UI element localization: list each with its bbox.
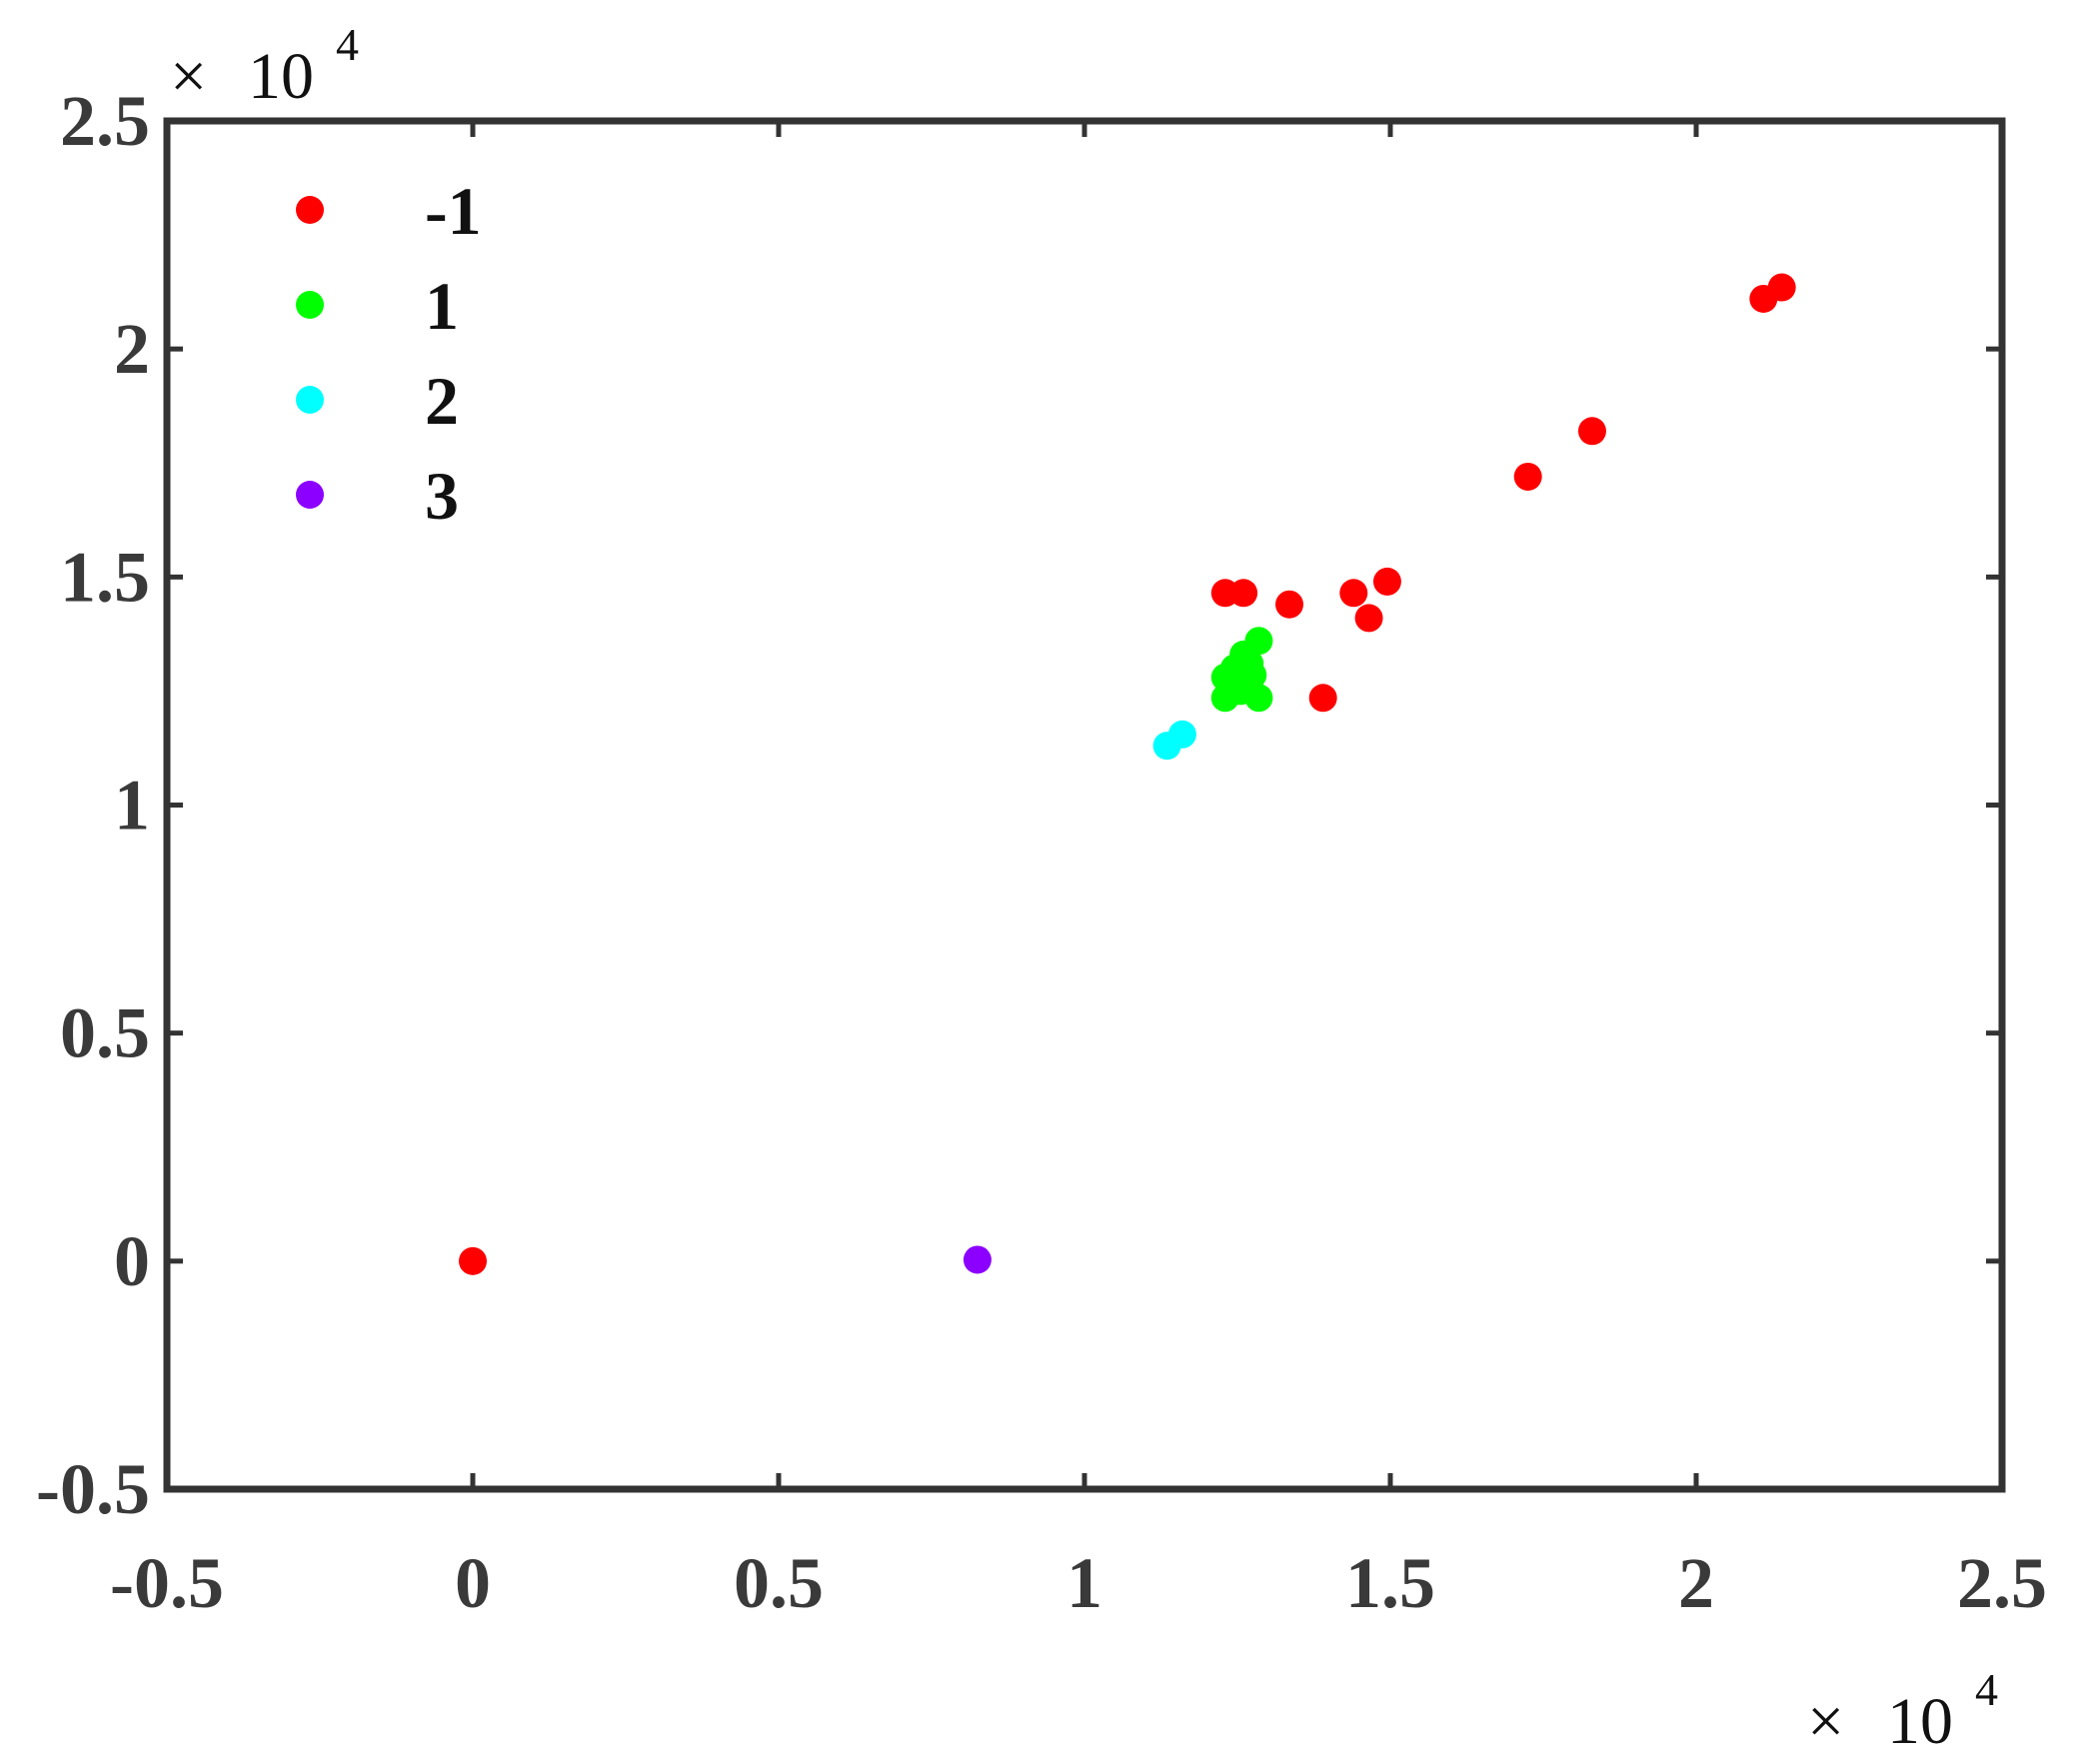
data-point — [1513, 462, 1542, 491]
x-multiplier-times: × — [1807, 1685, 1844, 1758]
y-tick-label: 1.5 — [60, 537, 150, 617]
legend-marker — [296, 291, 324, 319]
y-tick-label: 2 — [114, 309, 150, 389]
data-point — [1167, 720, 1196, 749]
x-tick-label: -0.5 — [110, 1543, 224, 1623]
x-tick-labels: -0.5 0 0.5 1 1.5 2 2.5 — [110, 1543, 2047, 1623]
y-tick-label: 0 — [114, 1221, 150, 1301]
y-multiplier: × 10 4 — [170, 19, 359, 113]
legend-marker — [296, 196, 324, 224]
y-multiplier-times: × — [170, 40, 207, 113]
data-point — [1372, 567, 1401, 596]
data-point — [1244, 627, 1273, 656]
y-tick-label: 2.5 — [60, 81, 150, 161]
y-tick-labels: -0.5 0 0.5 1 1.5 2 2.5 — [36, 81, 150, 1529]
data-point — [1244, 684, 1273, 713]
data-point — [1767, 273, 1796, 302]
data-point — [459, 1246, 487, 1275]
legend-label: -1 — [425, 173, 482, 249]
x-multiplier-exponent: 4 — [1975, 1664, 1998, 1715]
y-tick-label: -0.5 — [36, 1449, 150, 1529]
legend: -1 1 2 3 — [296, 173, 482, 534]
data-point — [1577, 417, 1606, 446]
axis-ticks — [164, 118, 2005, 1492]
x-multiplier: × 10 4 — [1807, 1664, 1998, 1758]
legend-label: 2 — [425, 363, 459, 439]
data-point — [1275, 590, 1304, 619]
data-point — [1339, 579, 1368, 608]
y-multiplier-base: 10 — [248, 40, 314, 113]
data-points — [459, 273, 1796, 1275]
x-tick-label: 0 — [455, 1543, 491, 1623]
data-point — [1229, 579, 1258, 608]
legend-label: 3 — [425, 458, 459, 534]
legend-label: 1 — [425, 268, 459, 344]
legend-marker — [296, 481, 324, 509]
x-tick-label: 0.5 — [734, 1543, 824, 1623]
data-point — [963, 1245, 992, 1274]
x-multiplier-base: 10 — [1887, 1685, 1953, 1758]
x-tick-label: 2.5 — [1957, 1543, 2047, 1623]
y-tick-label: 0.5 — [60, 993, 150, 1073]
data-point — [1354, 604, 1383, 633]
data-point — [1308, 684, 1337, 713]
x-tick-label: 2 — [1678, 1543, 1714, 1623]
x-tick-label: 1 — [1066, 1543, 1102, 1623]
y-multiplier-exponent: 4 — [336, 19, 359, 70]
y-tick-label: 1 — [114, 766, 150, 846]
data-point — [1235, 650, 1264, 679]
x-tick-label: 1.5 — [1345, 1543, 1435, 1623]
legend-marker — [296, 386, 324, 414]
